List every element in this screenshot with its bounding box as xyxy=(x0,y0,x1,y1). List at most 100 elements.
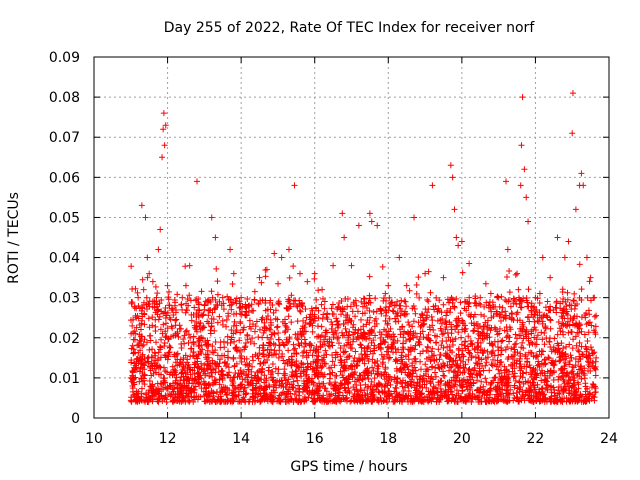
y-tick-label: 0.08 xyxy=(49,90,80,106)
data-point-cloud xyxy=(462,338,469,345)
data-point xyxy=(278,254,285,261)
chart-title: Day 255 of 2022, Rate Of TEC Index for r… xyxy=(164,20,536,36)
data-point-cloud xyxy=(447,309,454,316)
data-point-cloud xyxy=(457,299,464,306)
data-point-cloud xyxy=(295,341,302,348)
data-point-cloud xyxy=(379,263,386,270)
data-point-cloud xyxy=(293,351,300,358)
data-point-cloud xyxy=(275,354,282,361)
data-point-cloud xyxy=(332,372,339,379)
x-tick-label: 12 xyxy=(159,431,177,447)
data-point-cloud xyxy=(536,300,543,307)
data-point-cloud xyxy=(584,294,591,301)
data-point-cloud xyxy=(152,352,159,359)
data-point-cloud xyxy=(466,365,473,372)
data-point-cloud xyxy=(294,318,301,325)
data-point-cloud xyxy=(542,325,549,332)
data-point-cloud xyxy=(237,381,244,388)
data-point-cloud xyxy=(188,317,195,324)
data-point-cloud xyxy=(446,367,453,374)
data-point-cloud xyxy=(208,323,215,330)
data-point xyxy=(518,142,525,149)
grid-layer xyxy=(94,57,609,418)
data-point-cloud xyxy=(566,361,573,368)
data-point-cloud xyxy=(572,333,579,340)
data-point-cloud xyxy=(178,301,185,308)
data-point-cloud xyxy=(571,290,578,297)
data-point-cloud xyxy=(483,379,490,386)
data-point-cloud xyxy=(260,347,267,354)
data-point xyxy=(149,278,156,285)
data-point-cloud xyxy=(285,313,292,320)
data-point-cloud xyxy=(507,363,514,370)
data-point-cloud xyxy=(181,332,188,339)
data-point-cloud xyxy=(365,375,372,382)
data-point-cloud xyxy=(321,371,328,378)
data-point-cloud xyxy=(216,298,223,305)
data-point-cloud xyxy=(141,321,148,328)
data-point xyxy=(514,270,521,277)
data-point-cloud xyxy=(320,336,327,343)
data-point-cloud xyxy=(225,313,232,320)
data-point-cloud xyxy=(517,361,524,368)
data-point-cloud xyxy=(474,372,481,379)
data-point-cloud xyxy=(375,344,382,351)
data-point-cloud xyxy=(481,313,488,320)
data-point-cloud xyxy=(216,313,223,320)
data-point-cloud xyxy=(406,321,413,328)
data-point-cloud xyxy=(504,343,511,350)
data-point-cloud xyxy=(416,376,423,383)
data-point-cloud xyxy=(433,373,440,380)
data-point xyxy=(142,214,149,221)
data-point-cloud xyxy=(466,260,473,267)
data-point-cloud xyxy=(224,293,231,300)
data-point-cloud xyxy=(295,382,302,389)
data-point xyxy=(547,274,554,281)
data-point-cloud xyxy=(428,313,435,320)
y-tick-labels: 0 0.01 0.02 0.03 0.04 0.05 0.06 0.07 0.08 0.09 xyxy=(49,50,80,427)
data-point-cloud xyxy=(261,379,268,386)
data-point-cloud xyxy=(410,318,417,325)
x-tick-label: 18 xyxy=(379,431,397,447)
data-point-cloud xyxy=(187,297,194,304)
data-point-cloud xyxy=(187,353,194,360)
data-point xyxy=(422,270,429,277)
data-point-cloud xyxy=(576,261,583,268)
data-point-cloud xyxy=(290,263,297,270)
data-point-cloud xyxy=(538,385,545,392)
data-point xyxy=(477,294,484,301)
data-point-cloud xyxy=(329,310,336,317)
data-point-cloud xyxy=(256,326,263,333)
data-point-cloud xyxy=(180,355,187,362)
data-point-cloud xyxy=(361,360,368,367)
data-point xyxy=(578,170,585,177)
data-point xyxy=(304,278,311,285)
data-point-cloud xyxy=(503,312,510,319)
data-point-cloud xyxy=(322,347,329,354)
data-point xyxy=(539,254,546,261)
data-point-cloud xyxy=(424,296,431,303)
data-point-cloud xyxy=(394,337,401,344)
data-point-cloud xyxy=(157,326,164,333)
data-point-cloud xyxy=(559,289,566,296)
data-point-cloud xyxy=(570,297,577,304)
data-point-cloud xyxy=(209,349,216,356)
data-point-cloud xyxy=(246,360,253,367)
data-point-cloud xyxy=(429,352,436,359)
data-point xyxy=(230,270,237,277)
data-point-cloud xyxy=(247,339,254,346)
data-point-cloud xyxy=(438,377,445,384)
data-point-cloud xyxy=(477,371,484,378)
data-point-cloud xyxy=(534,295,541,302)
data-point-cloud xyxy=(568,354,575,361)
data-point-cloud xyxy=(370,367,377,374)
data-point-cloud xyxy=(262,267,269,274)
data-point-cloud xyxy=(478,311,485,318)
data-point-cloud xyxy=(497,317,504,324)
data-point-cloud xyxy=(165,288,172,295)
data-point-cloud xyxy=(357,341,364,348)
data-point xyxy=(291,182,298,189)
data-point-cloud xyxy=(275,329,282,336)
data-point-cloud xyxy=(185,302,192,309)
